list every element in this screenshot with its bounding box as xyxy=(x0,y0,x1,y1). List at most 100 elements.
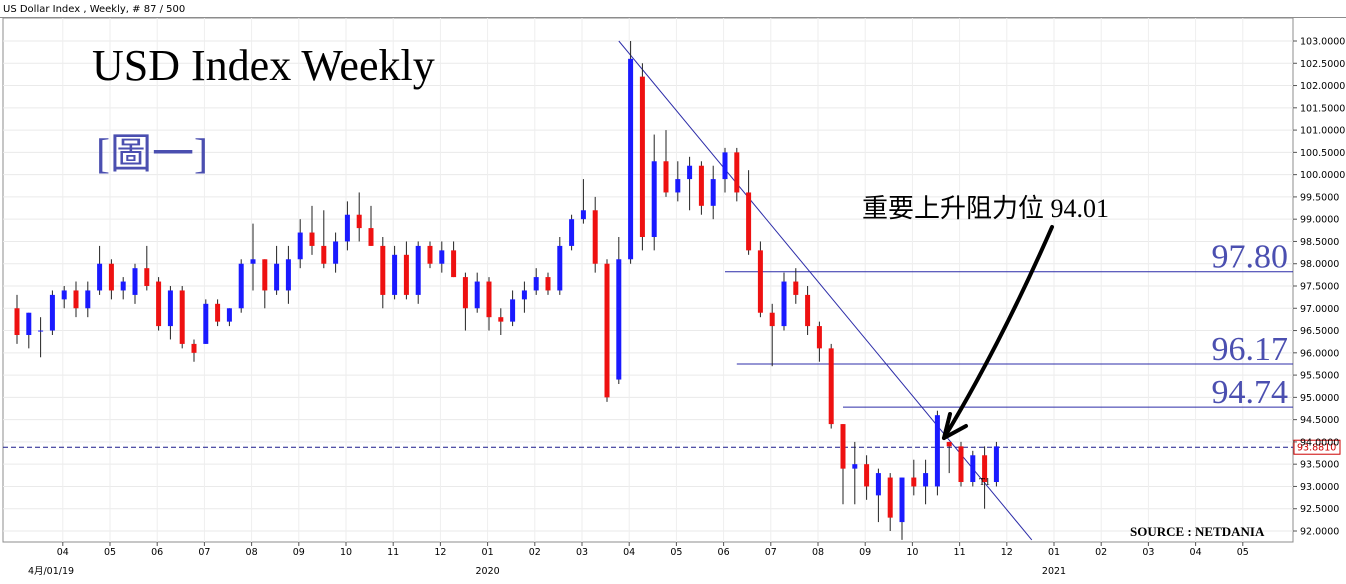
y-tick-label: 101.5000 xyxy=(1300,103,1345,114)
candle-body xyxy=(498,317,504,322)
candles-layer xyxy=(14,41,999,540)
candle-body xyxy=(970,455,976,482)
candle-body xyxy=(698,165,704,206)
candle-body xyxy=(757,250,763,313)
candle-body xyxy=(392,254,398,295)
candle xyxy=(970,450,976,487)
x-tick-label: 06 xyxy=(151,547,163,558)
candle-body xyxy=(344,214,350,242)
y-tick-label: 92.0000 xyxy=(1300,527,1339,538)
y-tick-label: 99.0000 xyxy=(1300,215,1339,226)
candle xyxy=(781,272,787,331)
candle-body xyxy=(852,464,858,469)
candle xyxy=(250,223,256,291)
y-tick-label: 94.5000 xyxy=(1300,415,1339,426)
candle-body xyxy=(592,210,598,264)
candle xyxy=(49,290,55,335)
candle-body xyxy=(946,441,952,447)
candle xyxy=(993,441,999,487)
x-tick-label: 07 xyxy=(198,547,210,558)
y-tick-label: 99.5000 xyxy=(1300,192,1339,203)
candle-body xyxy=(356,214,362,229)
candle xyxy=(108,259,114,300)
candle xyxy=(946,441,952,474)
y-tick-label: 94.0000 xyxy=(1300,437,1339,448)
candle xyxy=(203,299,209,344)
candle xyxy=(746,170,752,255)
x-tick-label: 05 xyxy=(1237,547,1249,558)
candle-body xyxy=(226,308,232,322)
candle xyxy=(887,473,893,531)
candle-body xyxy=(545,277,551,291)
candle-body xyxy=(238,263,244,309)
candle xyxy=(580,179,586,224)
current-price-label: 93.8810 xyxy=(1297,443,1336,454)
x-tick-label: 03 xyxy=(576,547,588,558)
x-tick-label: 02 xyxy=(1095,547,1107,558)
x-tick-label: 08 xyxy=(246,547,258,558)
candle-body xyxy=(710,179,716,206)
candle-body xyxy=(61,290,67,300)
candle xyxy=(840,424,846,505)
x-tick-label: 11 xyxy=(387,547,399,558)
candle xyxy=(651,134,657,251)
candle-body xyxy=(887,477,893,518)
candle-body xyxy=(297,232,303,260)
candle-body xyxy=(262,259,268,291)
candle xyxy=(687,156,693,211)
candle xyxy=(911,459,917,496)
candle xyxy=(628,41,634,264)
candle-body xyxy=(722,152,728,180)
candle xyxy=(769,303,775,367)
candle xyxy=(663,130,669,197)
x-tick-label: 11 xyxy=(954,547,966,558)
candle-body xyxy=(533,277,539,291)
candle xyxy=(274,245,280,295)
candle-body xyxy=(923,473,929,487)
candle-body xyxy=(274,263,280,291)
candle-body xyxy=(215,303,221,322)
candle-body xyxy=(675,179,681,193)
x-tick-label: 02 xyxy=(529,547,541,558)
candle xyxy=(934,410,940,496)
x-tick-label: 04 xyxy=(57,547,69,558)
candle xyxy=(734,147,740,202)
candle xyxy=(675,161,681,202)
candle-body xyxy=(285,259,291,291)
x-tick-label: 09 xyxy=(859,547,871,558)
chart-title: USD Index Weekly xyxy=(92,41,435,90)
candle xyxy=(297,219,303,269)
candle-body xyxy=(840,424,846,469)
y-tick-label: 97.0000 xyxy=(1300,304,1339,315)
candle-body xyxy=(321,245,327,264)
candle xyxy=(85,281,91,318)
candle xyxy=(616,237,622,384)
candle-body xyxy=(108,263,114,291)
x-tick-label: 04 xyxy=(1190,547,1202,558)
candle-body xyxy=(486,281,492,318)
x-tick-label: 03 xyxy=(1142,547,1154,558)
plot-frame xyxy=(2,17,1294,543)
candle xyxy=(521,281,527,313)
candle xyxy=(864,455,870,500)
candle-body xyxy=(781,281,787,327)
candle-body xyxy=(875,473,881,496)
candle xyxy=(828,343,834,429)
candle-body xyxy=(828,348,834,425)
candle xyxy=(982,446,988,509)
candle xyxy=(26,312,32,349)
candle-body xyxy=(521,290,527,300)
candle xyxy=(321,210,327,269)
candle-body xyxy=(156,281,162,327)
candle-body xyxy=(805,294,811,327)
level-label: 96.17 xyxy=(1212,331,1289,368)
y-axis: 92.0000 92.5000 93.0000 93.5000 94.0000 94.50… xyxy=(1293,37,1345,538)
candle xyxy=(722,147,728,193)
candle xyxy=(73,281,79,318)
candle xyxy=(875,468,881,523)
candle xyxy=(793,268,799,304)
y-tick-label: 96.0000 xyxy=(1300,348,1339,359)
candle xyxy=(309,205,315,255)
candle xyxy=(852,441,858,505)
candle xyxy=(132,263,138,304)
